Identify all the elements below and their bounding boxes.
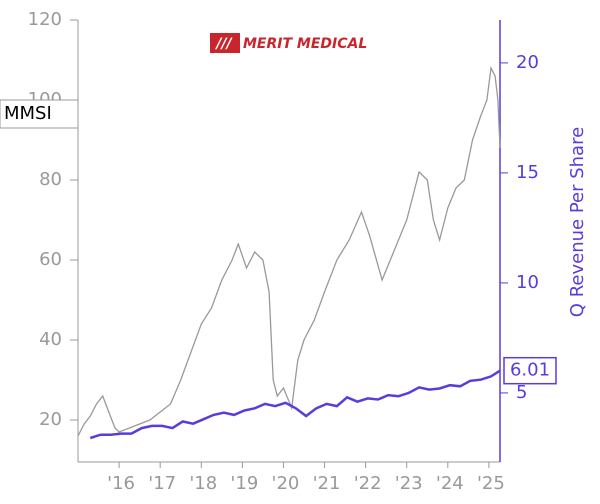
y-tick-label: 120	[28, 9, 62, 30]
x-tick-label: '17	[148, 473, 176, 494]
x-tick-label: '20	[272, 473, 300, 494]
x-tick-label: '16	[107, 473, 135, 494]
logo: /// MERIT MEDICAL	[210, 33, 367, 53]
logo-text: MERIT MEDICAL	[243, 36, 367, 52]
series-line	[89, 369, 501, 440]
y2-tick-label: 5	[516, 382, 527, 403]
y-tick-label: 60	[39, 249, 62, 270]
y2-tick-label: 20	[516, 52, 539, 73]
ticker-label: MMSI	[4, 103, 52, 124]
value-label: 6.01	[510, 360, 550, 381]
value-label-box	[503, 356, 557, 385]
logo-icon-mark: ///	[214, 36, 233, 52]
x-tick-label: '25	[477, 473, 505, 494]
y2-axis-label: Q Revenue Per Share	[567, 127, 588, 317]
x-tick-label: '19	[230, 473, 258, 494]
x-tick-label: '22	[354, 473, 382, 494]
ticker-box	[0, 99, 79, 129]
x-tick-label: '18	[189, 473, 217, 494]
y-tick-label: 20	[39, 409, 62, 430]
y2-tick-label: 15	[516, 162, 539, 183]
y2-tick-label: 10	[516, 272, 539, 293]
y-tick-label: 80	[39, 169, 62, 190]
series-line	[77, 65, 501, 437]
logo-icon	[210, 33, 240, 53]
x-tick-label: '23	[395, 473, 423, 494]
x-tick-label: '21	[313, 473, 341, 494]
x-tick-label: '24	[436, 473, 464, 494]
y-tick-label: 40	[39, 329, 62, 350]
